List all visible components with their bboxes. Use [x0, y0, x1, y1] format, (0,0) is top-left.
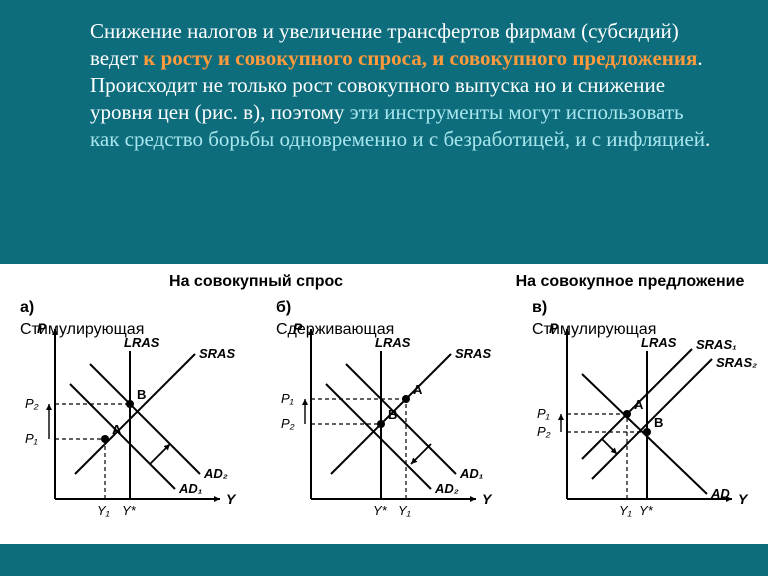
- svg-text:На совокупное предложение: На совокупное предложение: [516, 273, 745, 290]
- svg-text:Y*: Y*: [373, 503, 388, 518]
- svg-text:Y*: Y*: [639, 503, 654, 518]
- svg-text:B: B: [654, 415, 663, 430]
- svg-text:LRAS: LRAS: [641, 335, 677, 350]
- svg-text:AD: AD: [710, 486, 730, 501]
- svg-text:Y₁: Y₁: [619, 503, 632, 518]
- svg-text:B: B: [137, 387, 146, 402]
- svg-text:SRAS₂: SRAS₂: [716, 355, 757, 370]
- svg-text:AD₁: AD₁: [178, 481, 202, 496]
- svg-text:Y: Y: [482, 491, 493, 507]
- svg-text:A: A: [112, 422, 122, 437]
- svg-text:Y₁: Y₁: [97, 503, 110, 518]
- svg-text:P₁: P₁: [25, 431, 38, 446]
- svg-text:SRAS: SRAS: [455, 346, 491, 361]
- svg-text:На совокупный спрос: На совокупный спрос: [169, 273, 343, 290]
- svg-text:P: P: [293, 320, 303, 336]
- intro-part-5: .: [705, 127, 710, 151]
- svg-text:P₂: P₂: [537, 424, 551, 439]
- diagram-area: На совокупный спрос На совокупное предлож…: [0, 264, 768, 544]
- svg-text:AD₂: AD₂: [203, 466, 228, 481]
- svg-text:Y*: Y*: [122, 503, 137, 518]
- svg-text:P₁: P₁: [537, 406, 550, 421]
- svg-text:A: A: [634, 397, 644, 412]
- svg-text:P: P: [37, 320, 47, 336]
- svg-text:LRAS: LRAS: [375, 335, 411, 350]
- svg-text:P: P: [549, 320, 559, 336]
- svg-text:P₂: P₂: [25, 396, 39, 411]
- intro-text: Снижение налогов и увеличение трансферто…: [0, 0, 768, 152]
- svg-text:P₂: P₂: [281, 416, 295, 431]
- svg-text:б): б): [276, 299, 291, 316]
- diagram-svg: На совокупный спрос На совокупное предлож…: [0, 264, 768, 544]
- svg-text:P₁: P₁: [281, 391, 294, 406]
- svg-text:Y: Y: [738, 491, 749, 507]
- svg-text:в): в): [532, 299, 547, 316]
- svg-text:Y: Y: [226, 491, 237, 507]
- svg-text:SRAS: SRAS: [199, 346, 235, 361]
- svg-text:B: B: [388, 407, 397, 422]
- svg-text:A: A: [413, 382, 423, 397]
- svg-text:LRAS: LRAS: [124, 335, 160, 350]
- svg-text:а): а): [20, 299, 34, 316]
- svg-text:SRAS₁: SRAS₁: [696, 337, 737, 352]
- svg-text:AD₁: AD₁: [459, 466, 483, 481]
- svg-text:AD₂: AD₂: [434, 481, 459, 496]
- intro-part-2: к росту и совокупного спроса, и совокупн…: [143, 46, 697, 70]
- svg-text:Y₁: Y₁: [398, 503, 411, 518]
